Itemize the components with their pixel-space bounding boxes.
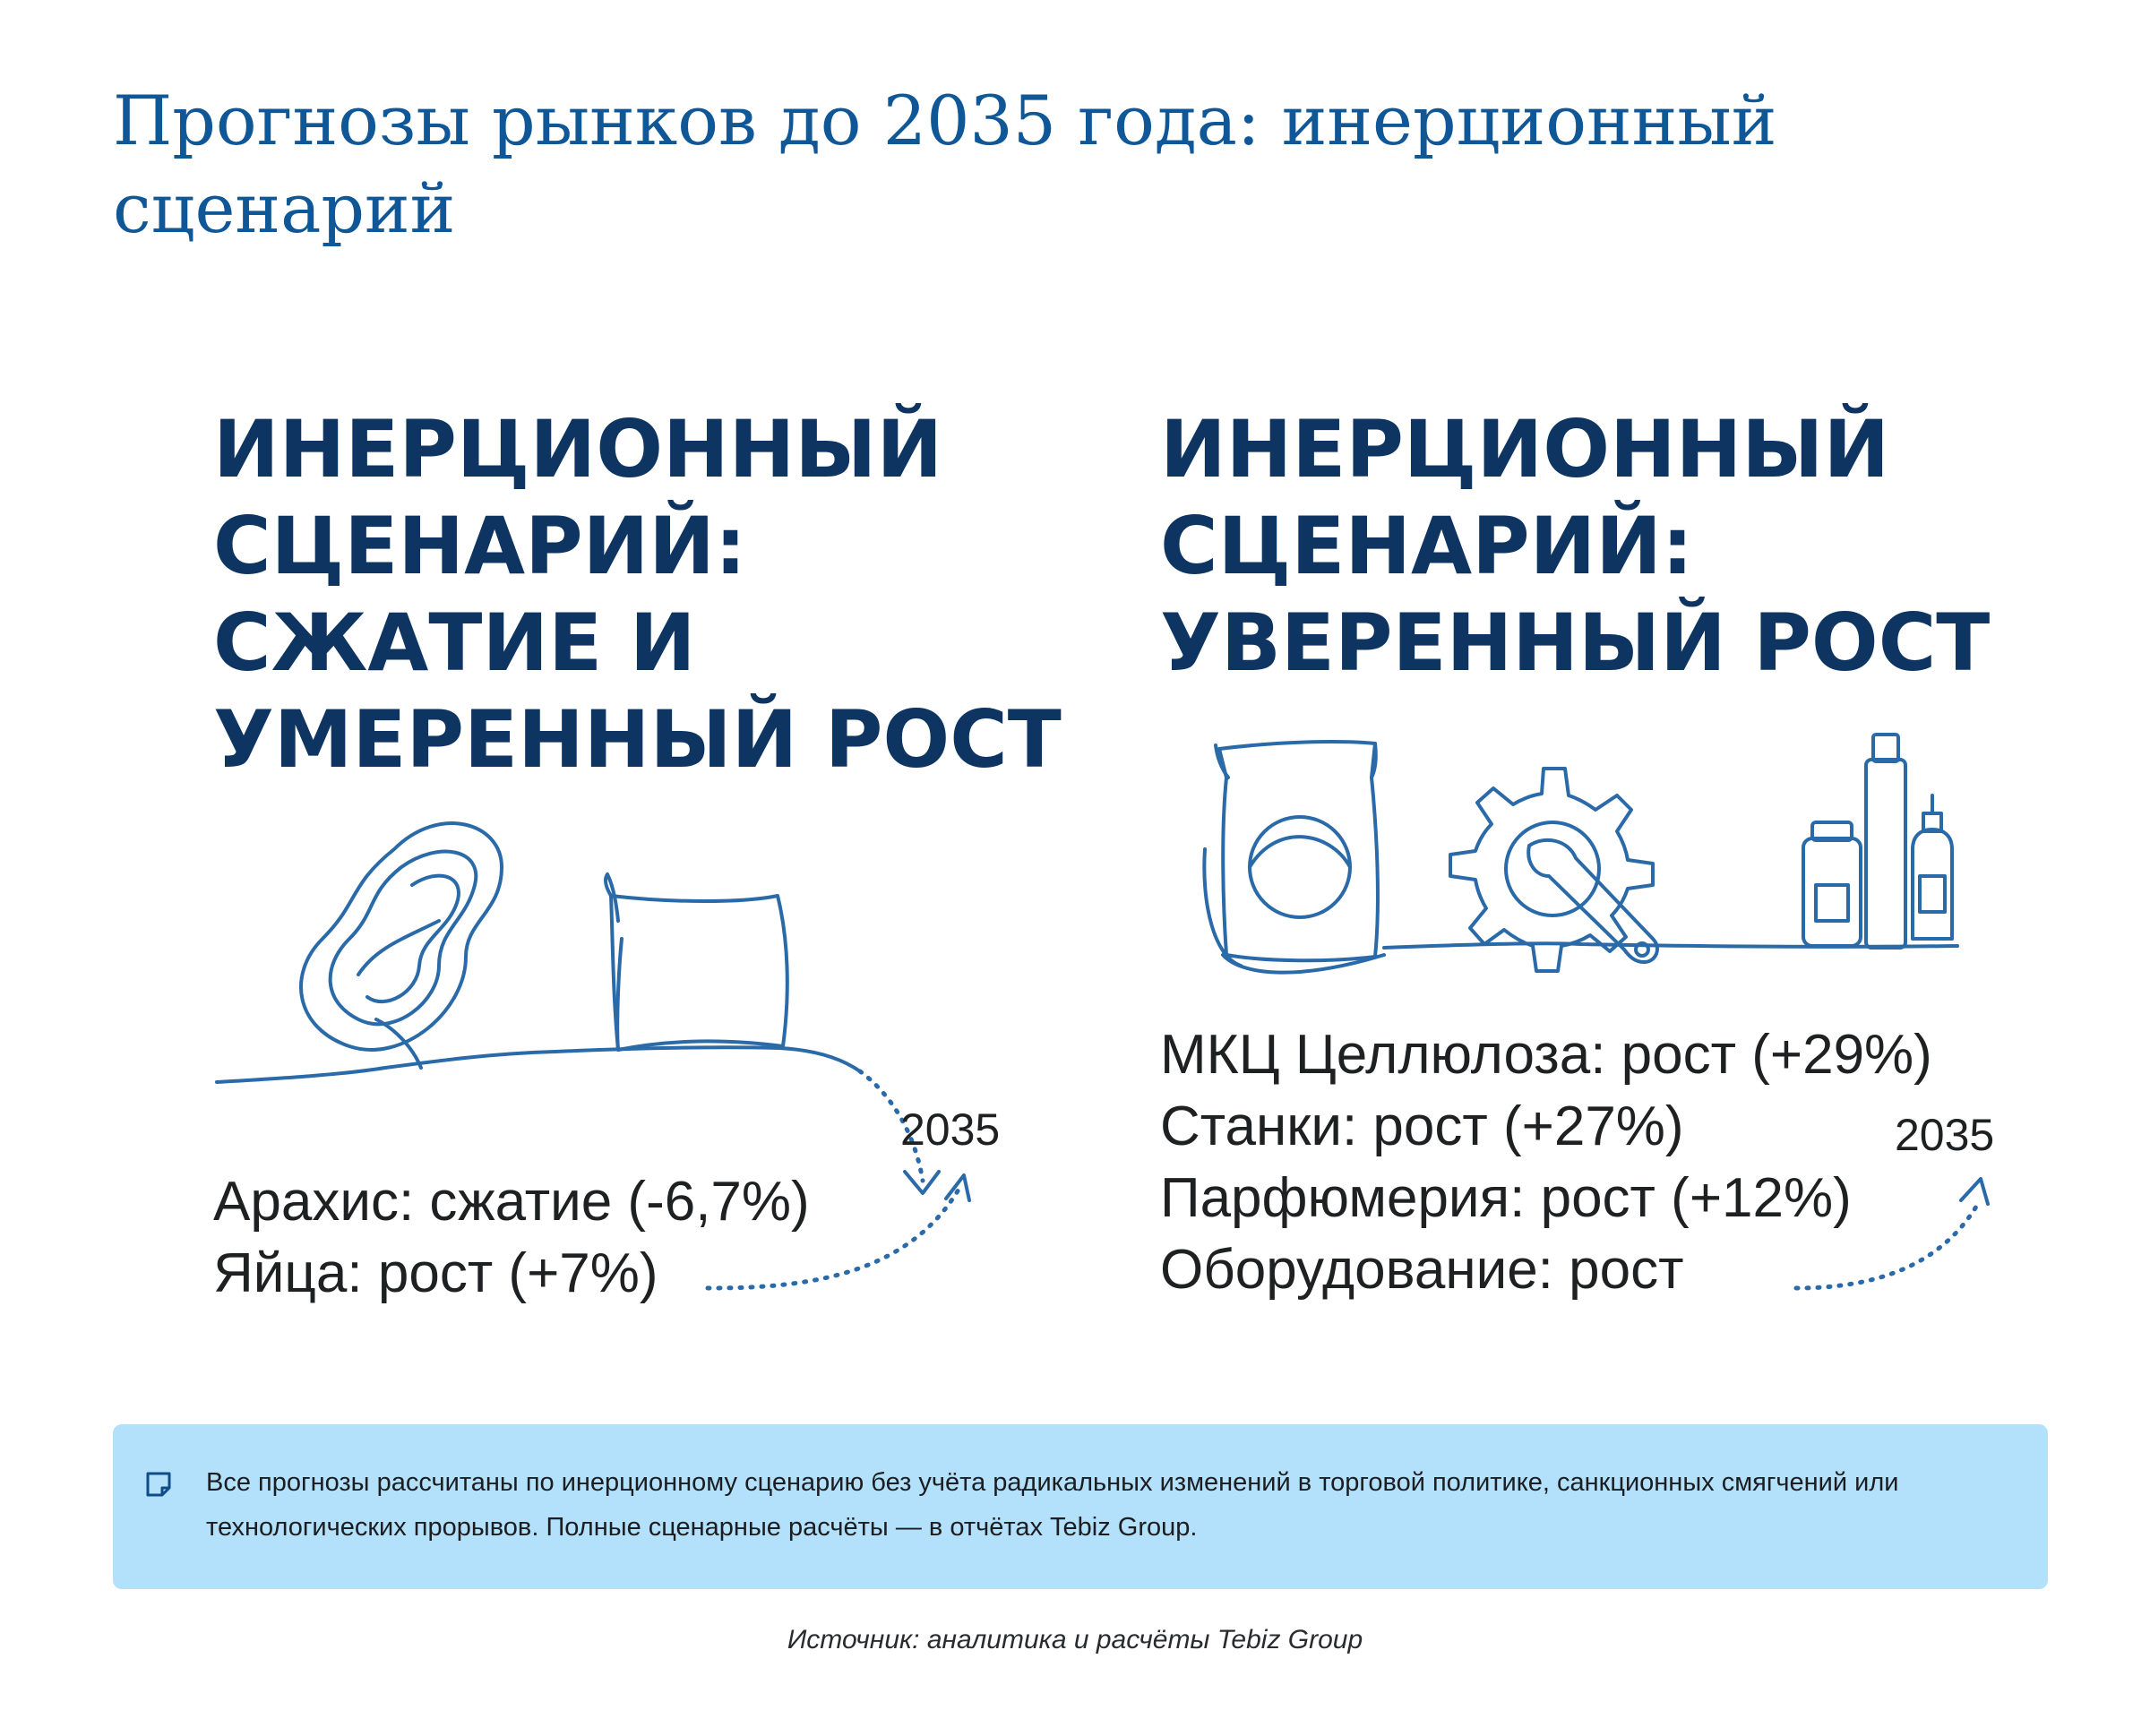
info-note: Все прогнозы рассчитаны по инерционному …	[113, 1424, 2048, 1589]
scenario-illustration	[215, 821, 971, 1291]
forecast-list: Арахис: сжатие (-6,7%) Яйца: рост (+7%)	[213, 1166, 810, 1310]
forecast-item: Арахис: сжатие (-6,7%)	[213, 1171, 810, 1233]
gear-wrench-icon	[1449, 767, 1659, 973]
note-text: Все прогнозы рассчитаны по инерционному …	[206, 1468, 1899, 1542]
scenario-illustration	[1202, 733, 1990, 1291]
forecast-item: Оборудование: рост	[1160, 1239, 1684, 1301]
source-caption: Источник: аналитика и расчёты Tebiz Grou…	[787, 1625, 1363, 1654]
heading-line: УМЕРЕННЫЙ РОСТ	[213, 693, 1062, 786]
forecast-item: МКЦ Целлюлоза: рост (+29%)	[1160, 1024, 1932, 1086]
target-year: 2035	[900, 1104, 1001, 1155]
scenario-panel-growth: ИНЕРЦИОННЫЙ СЦЕНАРИЙ: УВЕРЕННЫЙ РОСТ	[1115, 401, 2011, 1324]
page-title: Прогнозы рынков до 2035 года: инерционны…	[113, 81, 1777, 248]
heading-line: ИНЕРЦИОННЫЙ	[213, 403, 943, 495]
panel-heading: ИНЕРЦИОННЫЙ СЦЕНАРИЙ: УВЕРЕННЫЙ РОСТ	[1160, 401, 1990, 692]
heading-line: СЖАТИЕ И	[213, 597, 696, 689]
scenario-panel-contraction: ИНЕРЦИОННЫЙ СЦЕНАРИЙ: СЖАТИЕ И УМЕРЕННЫЙ…	[170, 401, 1066, 1324]
note-icon	[146, 1472, 171, 1497]
peanut-icon	[299, 821, 503, 1070]
heading-line: ИНЕРЦИОННЫЙ	[1160, 403, 1890, 495]
target-year: 2035	[1895, 1110, 1995, 1160]
forecast-item: Парфюмерия: рост (+12%)	[1160, 1167, 1852, 1229]
package-icon	[1202, 740, 1386, 975]
baseline-line	[215, 1045, 862, 1084]
forecast-list: МКЦ Целлюлоза: рост (+29%) Станки: рост …	[1160, 1019, 1932, 1306]
dotted-arrow-icon	[705, 1069, 961, 1291]
forecast-item: Яйца: рост (+7%)	[213, 1242, 658, 1304]
heading-line: СЦЕНАРИЙ:	[1160, 500, 1694, 592]
dotted-arrow-icon	[1793, 1199, 1982, 1291]
pillow-icon	[603, 872, 789, 1052]
heading-line: УВЕРЕННЫЙ РОСТ	[1160, 597, 1991, 689]
panel-heading: ИНЕРЦИОННЫЙ СЦЕНАРИЙ: СЖАТИЕ И УМЕРЕННЫЙ…	[213, 401, 1062, 788]
forecast-item: Станки: рост (+27%)	[1160, 1096, 1684, 1157]
heading-line: СЦЕНАРИЙ:	[213, 500, 747, 592]
bottles-icon	[1802, 733, 1954, 950]
